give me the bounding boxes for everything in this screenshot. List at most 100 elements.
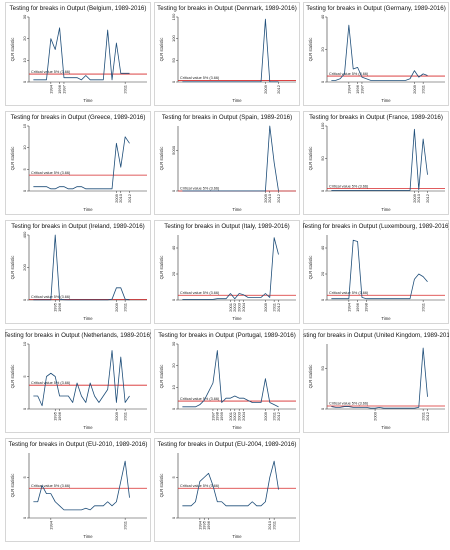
x-axis-label: Time bbox=[381, 98, 391, 103]
y-tick-label: 5 bbox=[22, 167, 27, 170]
x-tick-label: 2010 bbox=[267, 520, 272, 530]
y-tick-label: 100 bbox=[320, 122, 325, 129]
chart-svg: Testing for breaks in Output (Portugal, … bbox=[154, 329, 300, 433]
x-axis-label: Time bbox=[83, 316, 93, 321]
qlr-series-line bbox=[182, 460, 279, 507]
x-tick-label: 2003 bbox=[237, 411, 242, 421]
y-tick-label: 5 bbox=[171, 475, 176, 478]
y-tick-label: 30 bbox=[22, 14, 27, 19]
x-axis-label: Time bbox=[83, 98, 93, 103]
critical-value-label: Critical value 5% (3.66) bbox=[180, 397, 220, 401]
x-axis-label: Time bbox=[83, 207, 93, 212]
panel-frame bbox=[154, 329, 300, 433]
y-tick-label: 40 bbox=[320, 245, 325, 250]
qlr-series-line bbox=[33, 136, 130, 190]
x-tick-label: 2012 bbox=[276, 193, 281, 203]
y-tick-label: 0 bbox=[320, 189, 325, 192]
x-tick-label: 1996 bbox=[57, 411, 62, 421]
chart-svg: Testing for breaks in Output (Denmark, 1… bbox=[154, 2, 300, 106]
x-axis-label: Time bbox=[381, 425, 391, 430]
y-axis-label: QLR statistic bbox=[308, 147, 313, 171]
critical-value-label: Critical value 5% (3.66) bbox=[31, 70, 71, 74]
qlr-series-line bbox=[331, 128, 428, 191]
chart-panel: Testing for breaks in Output (EU-2010, 1… bbox=[5, 438, 151, 542]
qlr-series-line bbox=[33, 27, 130, 81]
x-tick-label: 2011 bbox=[123, 520, 128, 529]
y-tick-label: 15 bbox=[22, 123, 27, 128]
y-tick-label: 0 bbox=[22, 189, 27, 192]
panel-frame bbox=[154, 438, 300, 542]
x-tick-label: 2011 bbox=[421, 411, 426, 420]
x-tick-label: 2002 bbox=[232, 302, 237, 312]
axes bbox=[177, 126, 296, 192]
chart-svg: Testing for breaks in Output (Belgium, 1… bbox=[5, 2, 151, 106]
y-tick-label: 0 bbox=[320, 298, 325, 301]
chart-title: Testing for breaks in Output (Denmark, 1… bbox=[157, 5, 297, 12]
x-tick-label: 1997 bbox=[61, 84, 66, 94]
chart-panel: Testing for breaks in Output (Belgium, 1… bbox=[5, 2, 151, 106]
panel-frame bbox=[303, 220, 449, 324]
y-tick-label: 20 bbox=[320, 47, 325, 52]
y-tick-label: 0 bbox=[22, 516, 27, 519]
y-axis-label: QLR statistic bbox=[308, 365, 313, 389]
critical-value-label: Critical value 5% (3.66) bbox=[329, 402, 369, 406]
x-tick-label: 1996 bbox=[206, 520, 211, 530]
y-tick-label: 400 bbox=[22, 231, 27, 238]
y-axis-label: QLR statistic bbox=[159, 365, 164, 389]
y-tick-label: 20 bbox=[171, 363, 176, 368]
x-tick-label: 1998 bbox=[364, 302, 369, 312]
y-tick-label: 100 bbox=[171, 35, 176, 42]
x-axis-label: Time bbox=[381, 207, 391, 212]
chart-panel: Testing for breaks in Output (Netherland… bbox=[5, 329, 151, 433]
chart-svg: Testing for breaks in Output (EU-2010, 1… bbox=[5, 438, 151, 542]
x-tick-label: 1996 bbox=[57, 302, 62, 312]
panel-frame bbox=[5, 438, 151, 542]
chart-panel: Testing for breaks in Output (Greece, 19… bbox=[5, 111, 151, 215]
x-tick-label: 2012 bbox=[425, 193, 430, 203]
chart-panel: Testing for breaks in Output (United Kin… bbox=[303, 329, 449, 433]
x-tick-label: 1995 bbox=[53, 302, 58, 312]
chart-panel: Testing for breaks in Output (EU-2004, 1… bbox=[154, 438, 300, 542]
x-tick-label: 1997 bbox=[210, 411, 215, 421]
x-tick-label: 2012 bbox=[276, 302, 281, 312]
critical-value-label: Critical value 5% (3.66) bbox=[31, 484, 71, 488]
chart-title: Testing for breaks in Output (Netherland… bbox=[5, 332, 151, 339]
chart-panel: Testing for breaks in Output (Denmark, 1… bbox=[154, 2, 300, 106]
y-tick-label: 0 bbox=[320, 407, 325, 410]
x-tick-label: 2011 bbox=[123, 302, 128, 311]
axes bbox=[326, 344, 445, 410]
y-tick-label: 0 bbox=[171, 407, 176, 410]
critical-value-label: Critical value 5% (3.66) bbox=[180, 76, 220, 80]
chart-svg: Testing for breaks in Output (Spain, 198… bbox=[154, 111, 300, 215]
y-axis-label: QLR statistic bbox=[159, 256, 164, 280]
y-axis-label: QLR statistic bbox=[10, 147, 15, 171]
y-tick-label: 10 bbox=[22, 145, 27, 150]
panel-frame bbox=[154, 111, 300, 215]
panel-frame bbox=[303, 329, 449, 433]
x-tick-label: 2003 bbox=[237, 302, 242, 312]
chart-title: Testing for breaks in Output (EU-2010, 1… bbox=[9, 441, 148, 448]
chart-title: Testing for breaks in Output (Luxembourg… bbox=[303, 223, 449, 230]
x-tick-label: 2001 bbox=[228, 302, 233, 312]
x-tick-label: 2012 bbox=[276, 411, 281, 421]
chart-title: Testing for breaks in Output (EU-2004, 1… bbox=[158, 441, 297, 448]
x-tick-label: 2012 bbox=[276, 84, 281, 94]
x-tick-label: 1996 bbox=[57, 84, 62, 94]
chart-title: Testing for breaks in Output (Germany, 1… bbox=[306, 5, 446, 12]
y-axis-label: QLR statistic bbox=[308, 256, 313, 280]
y-tick-label: 50 bbox=[171, 57, 176, 62]
x-tick-label: 2012 bbox=[425, 411, 430, 421]
critical-value-label: Critical value 5% (3.66) bbox=[180, 484, 220, 488]
x-tick-label: 1999 bbox=[219, 411, 224, 421]
x-tick-label: 2010 bbox=[267, 193, 272, 203]
x-tick-label: 1998 bbox=[215, 411, 220, 421]
y-tick-label: 10 bbox=[22, 341, 27, 346]
critical-value-label: Critical value 5% (3.66) bbox=[180, 187, 220, 191]
y-tick-label: 20 bbox=[22, 36, 27, 41]
qlr-series-line bbox=[331, 24, 428, 81]
qlr-series-line bbox=[331, 347, 428, 409]
x-tick-label: 2009 bbox=[114, 193, 119, 203]
x-tick-label: 1994 bbox=[197, 520, 202, 530]
y-tick-label: 20 bbox=[320, 271, 325, 276]
